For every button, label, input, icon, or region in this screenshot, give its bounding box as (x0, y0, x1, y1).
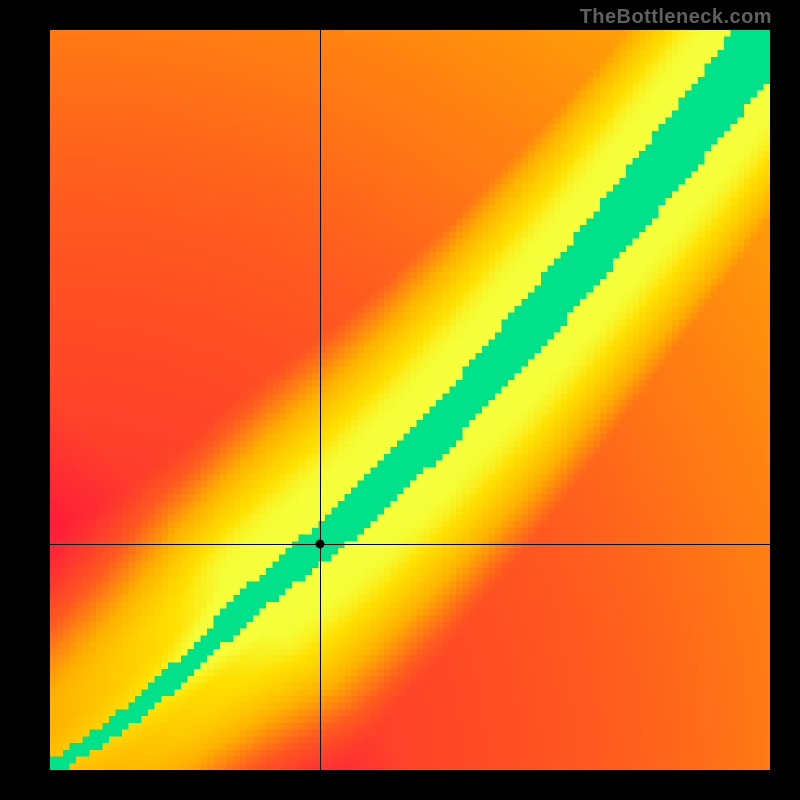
crosshair-vertical (320, 30, 321, 770)
heatmap-canvas (50, 30, 770, 770)
marker-dot (316, 540, 325, 549)
watermark-text: TheBottleneck.com (580, 6, 772, 29)
crosshair-horizontal (50, 544, 770, 545)
figure-container: TheBottleneck.com (0, 0, 800, 800)
plot-area (50, 30, 770, 770)
